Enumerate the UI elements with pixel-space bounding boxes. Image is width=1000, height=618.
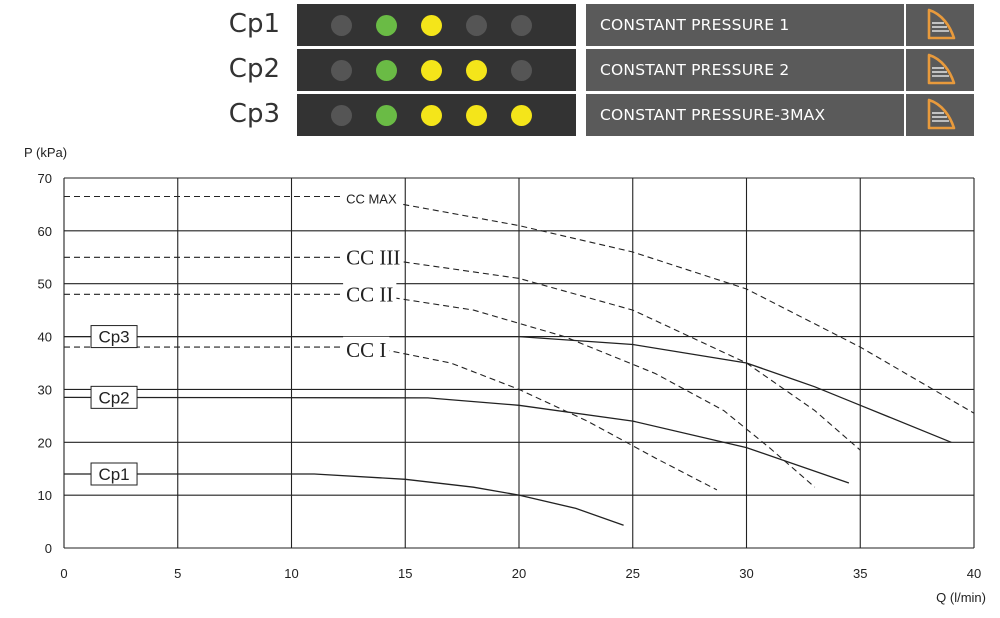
series-line-cc-iii (64, 256, 861, 451)
mode-description-panel: CONSTANT PRESSURE 1 (586, 4, 904, 46)
curve-label-cc-iii: CC III (346, 245, 400, 269)
x-tick-label: 40 (967, 566, 981, 581)
label-background (343, 244, 404, 271)
x-tick-label: 5 (174, 566, 181, 581)
mode-description: CONSTANT PRESSURE 2 (600, 61, 790, 79)
led-yellow (511, 105, 532, 126)
led-indicator-panel (297, 49, 576, 91)
led-green (376, 15, 397, 36)
series-line-cc-i (64, 346, 718, 491)
mode-row-cp1: Cp1 CONSTANT PRESSURE 1 (0, 4, 1000, 48)
y-tick-label: 30 (38, 382, 52, 397)
pressure-flow-chart: 0 10 20 30 40 50 60 70 0 5 10 15 20 25 30 35 40 P (kPa) Q … (24, 145, 986, 605)
led-indicator-panel (297, 4, 576, 46)
led-off (331, 60, 352, 81)
mode-description: CONSTANT PRESSURE-3MAX (600, 106, 826, 124)
y-tick-label: 50 (38, 277, 52, 292)
label-box-cp1 (90, 462, 138, 486)
y-axis-label: P (kPa) (24, 145, 67, 160)
constant-pressure-curve-icon (927, 53, 956, 85)
mode-label: Cp3 (228, 99, 280, 129)
curve-label-cc-max: CC MAX (346, 192, 397, 207)
curve-label-cp1: Cp1 (98, 465, 129, 484)
led-indicator-panel (297, 94, 576, 136)
mode-icon-panel (906, 4, 974, 46)
led-green (376, 60, 397, 81)
led-off (331, 105, 352, 126)
mode-icon-panel (906, 49, 974, 91)
series-line-cp2 (63, 396, 850, 484)
constant-pressure-curve-icon (927, 8, 956, 40)
x-tick-label: 25 (626, 566, 640, 581)
x-tick-label: 30 (739, 566, 753, 581)
constant-pressure-curve-icon (927, 98, 956, 130)
y-tick-label: 0 (45, 541, 52, 556)
led-off (466, 15, 487, 36)
x-tick-label: 10 (284, 566, 298, 581)
led-yellow (421, 15, 442, 36)
led-off (511, 15, 532, 36)
mode-description: CONSTANT PRESSURE 1 (600, 16, 790, 34)
curve-label-cc-i: CC I (346, 338, 386, 362)
label-background (343, 281, 397, 308)
led-yellow (421, 105, 442, 126)
mode-icon-panel (906, 94, 974, 136)
x-tick-label: 20 (512, 566, 526, 581)
mode-label: Cp2 (228, 54, 280, 84)
x-tick-label: 15 (398, 566, 412, 581)
y-tick-label: 10 (38, 488, 52, 503)
label-box-cp3 (90, 325, 138, 349)
curve-label-cp2: Cp2 (98, 388, 129, 407)
x-axis-label: Q (l/min) (936, 590, 986, 605)
led-green (376, 105, 397, 126)
mode-description-panel: CONSTANT PRESSURE 2 (586, 49, 904, 91)
y-tick-label: 70 (38, 171, 52, 186)
label-background (343, 336, 390, 363)
led-yellow (466, 60, 487, 81)
led-yellow (421, 60, 442, 81)
led-yellow (466, 105, 487, 126)
x-tick-label: 0 (60, 566, 67, 581)
y-tick-label: 60 (38, 224, 52, 239)
mode-row-cp3: Cp3 CONSTANT PRESSURE-3MAX (0, 94, 1000, 138)
x-tick-label: 35 (853, 566, 867, 581)
y-tick-label: 20 (38, 435, 52, 450)
label-box-cp2 (90, 385, 138, 409)
series-line-cp1 (64, 473, 624, 526)
mode-row-cp2: Cp2 CONSTANT PRESSURE 2 (0, 49, 1000, 93)
mode-description-panel: CONSTANT PRESSURE-3MAX (586, 94, 904, 136)
y-tick-label: 40 (38, 330, 52, 345)
curve-label-cc-ii: CC II (346, 282, 393, 306)
series-line-cc-ii (64, 293, 816, 488)
mode-label: Cp1 (228, 9, 280, 39)
label-background (343, 190, 400, 208)
led-off (511, 60, 532, 81)
curve-label-cp3: Cp3 (98, 328, 129, 347)
led-off (331, 15, 352, 36)
